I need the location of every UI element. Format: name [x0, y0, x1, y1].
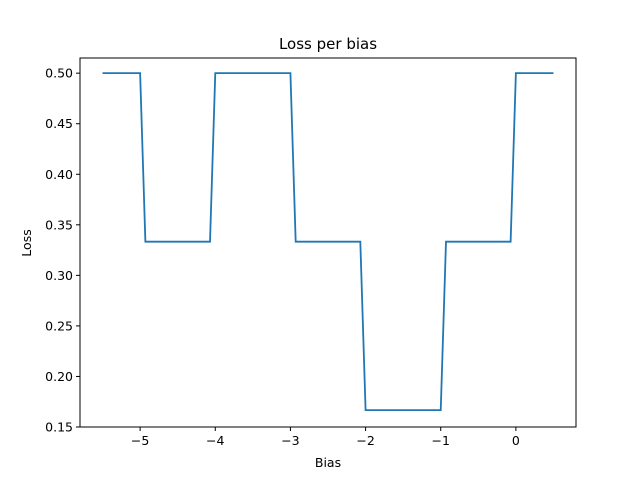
- y-tick-label: 0.25: [45, 318, 73, 333]
- y-axis-label: Loss: [19, 229, 34, 256]
- x-axis-label: Bias: [315, 455, 341, 470]
- x-tick-label: −3: [281, 433, 299, 448]
- chart-title: Loss per bias: [279, 35, 377, 53]
- y-tick-label: 0.35: [45, 217, 73, 232]
- y-tick-label: 0.40: [45, 167, 73, 182]
- y-tick-label: 0.45: [45, 116, 73, 131]
- x-tick-label: −4: [206, 433, 224, 448]
- axes-frame: [79, 57, 577, 428]
- x-tick-label: 0: [512, 433, 520, 448]
- x-tick-label: −2: [356, 433, 374, 448]
- y-axis-ticks: 0.15 0.20 0.25 0.30 0.35 0.40 0.45 0.50: [45, 66, 80, 435]
- x-tick-label: −1: [432, 433, 450, 448]
- y-tick-label: 0.30: [45, 268, 73, 283]
- series-line: [102, 72, 554, 412]
- plot-area: [102, 72, 554, 412]
- y-tick-label: 0.15: [45, 420, 73, 435]
- x-tick-label: −5: [131, 433, 149, 448]
- x-axis-ticks: −5 −4 −3 −2 −1 0: [131, 427, 520, 448]
- y-tick-label: 0.20: [45, 369, 73, 384]
- y-tick-label: 0.50: [45, 66, 73, 81]
